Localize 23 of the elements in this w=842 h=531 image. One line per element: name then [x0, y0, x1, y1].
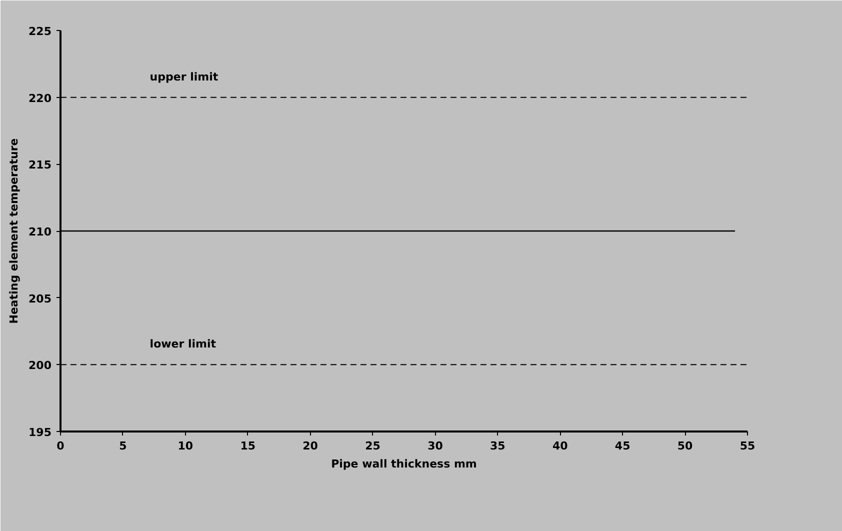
x-tick-label: 15 [240, 440, 256, 452]
x-tick-label: 25 [365, 440, 380, 452]
x-tick-label: 30 [428, 440, 444, 452]
ref-line-label: upper limit [150, 70, 218, 84]
ref-line-label: lower limit [150, 338, 216, 351]
y-tick-label: 220 [28, 92, 52, 105]
y-tick-label: 215 [28, 158, 52, 172]
x-tick-label: 45 [614, 440, 630, 452]
y-tick-label: 205 [28, 292, 52, 306]
y-tick-label: 210 [28, 226, 52, 238]
y-tick-label: 200 [28, 359, 52, 372]
x-tick-label: 20 [302, 440, 318, 452]
x-tick-label: 50 [677, 440, 694, 452]
x-tick-label: 10 [178, 440, 194, 452]
y-tick-label: 225 [28, 25, 52, 38]
x-tick-label: 0 [56, 440, 65, 452]
y-axis-title: Heating element temperature [8, 138, 21, 324]
x-tick-label: 55 [740, 440, 756, 452]
x-tick-label: 5 [119, 440, 127, 452]
x-tick-label: 40 [552, 440, 568, 452]
y-tick-label: 195 [28, 426, 52, 439]
x-tick-label: 35 [490, 440, 506, 452]
x-axis-title: Pipe wall thickness mm [331, 458, 477, 470]
